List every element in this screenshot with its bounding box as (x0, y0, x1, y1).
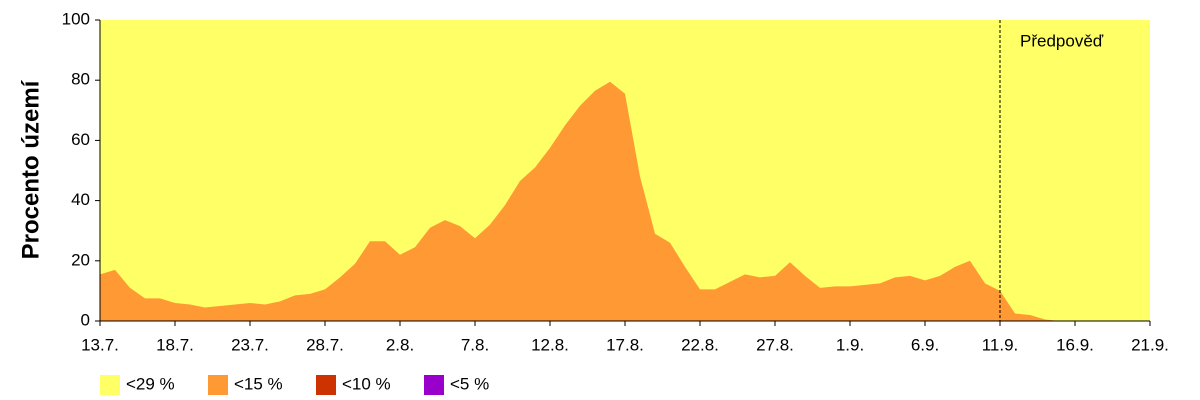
y-tick-label: 80 (71, 70, 90, 89)
x-tick-label: 16.9. (1056, 335, 1094, 354)
y-tick-label: 20 (71, 250, 90, 269)
x-tick-label: 28.7. (306, 335, 344, 354)
x-tick-label: 23.7. (231, 335, 269, 354)
area (100, 81, 1150, 321)
legend-swatch (208, 375, 228, 395)
legend-swatch (316, 375, 336, 395)
legend-label: <5 % (450, 374, 489, 393)
x-tick-label: 6.9. (911, 335, 939, 354)
legend-label: <10 % (342, 374, 391, 393)
x-tick-label: 12.8. (531, 335, 569, 354)
legend-swatch (424, 375, 444, 395)
x-tick-label: 1.9. (836, 335, 864, 354)
y-tick-label: 100 (62, 9, 90, 28)
x-tick-label: 11.9. (982, 335, 1019, 354)
x-tick-label: 17.8. (606, 335, 644, 354)
x-tick-label: 27.8. (756, 335, 794, 354)
legend-swatch (100, 375, 120, 395)
legend-label: <15 % (234, 374, 283, 393)
y-tick-label: 60 (71, 130, 90, 149)
y-axis-title: Procento území (17, 79, 44, 259)
x-tick-label: 7.8. (461, 335, 489, 354)
x-tick-label: 21.9. (1131, 335, 1169, 354)
y-tick-label: 40 (71, 190, 90, 209)
annotation: Předpověď (1020, 31, 1104, 50)
x-tick-label: 18.7. (156, 335, 194, 354)
y-tick-label: 0 (81, 310, 90, 329)
x-tick-label: 2.8. (386, 335, 414, 354)
legend-label: <29 % (126, 374, 175, 393)
x-tick-label: 13.7. (81, 335, 119, 354)
x-tick-label: 22.8. (681, 335, 719, 354)
